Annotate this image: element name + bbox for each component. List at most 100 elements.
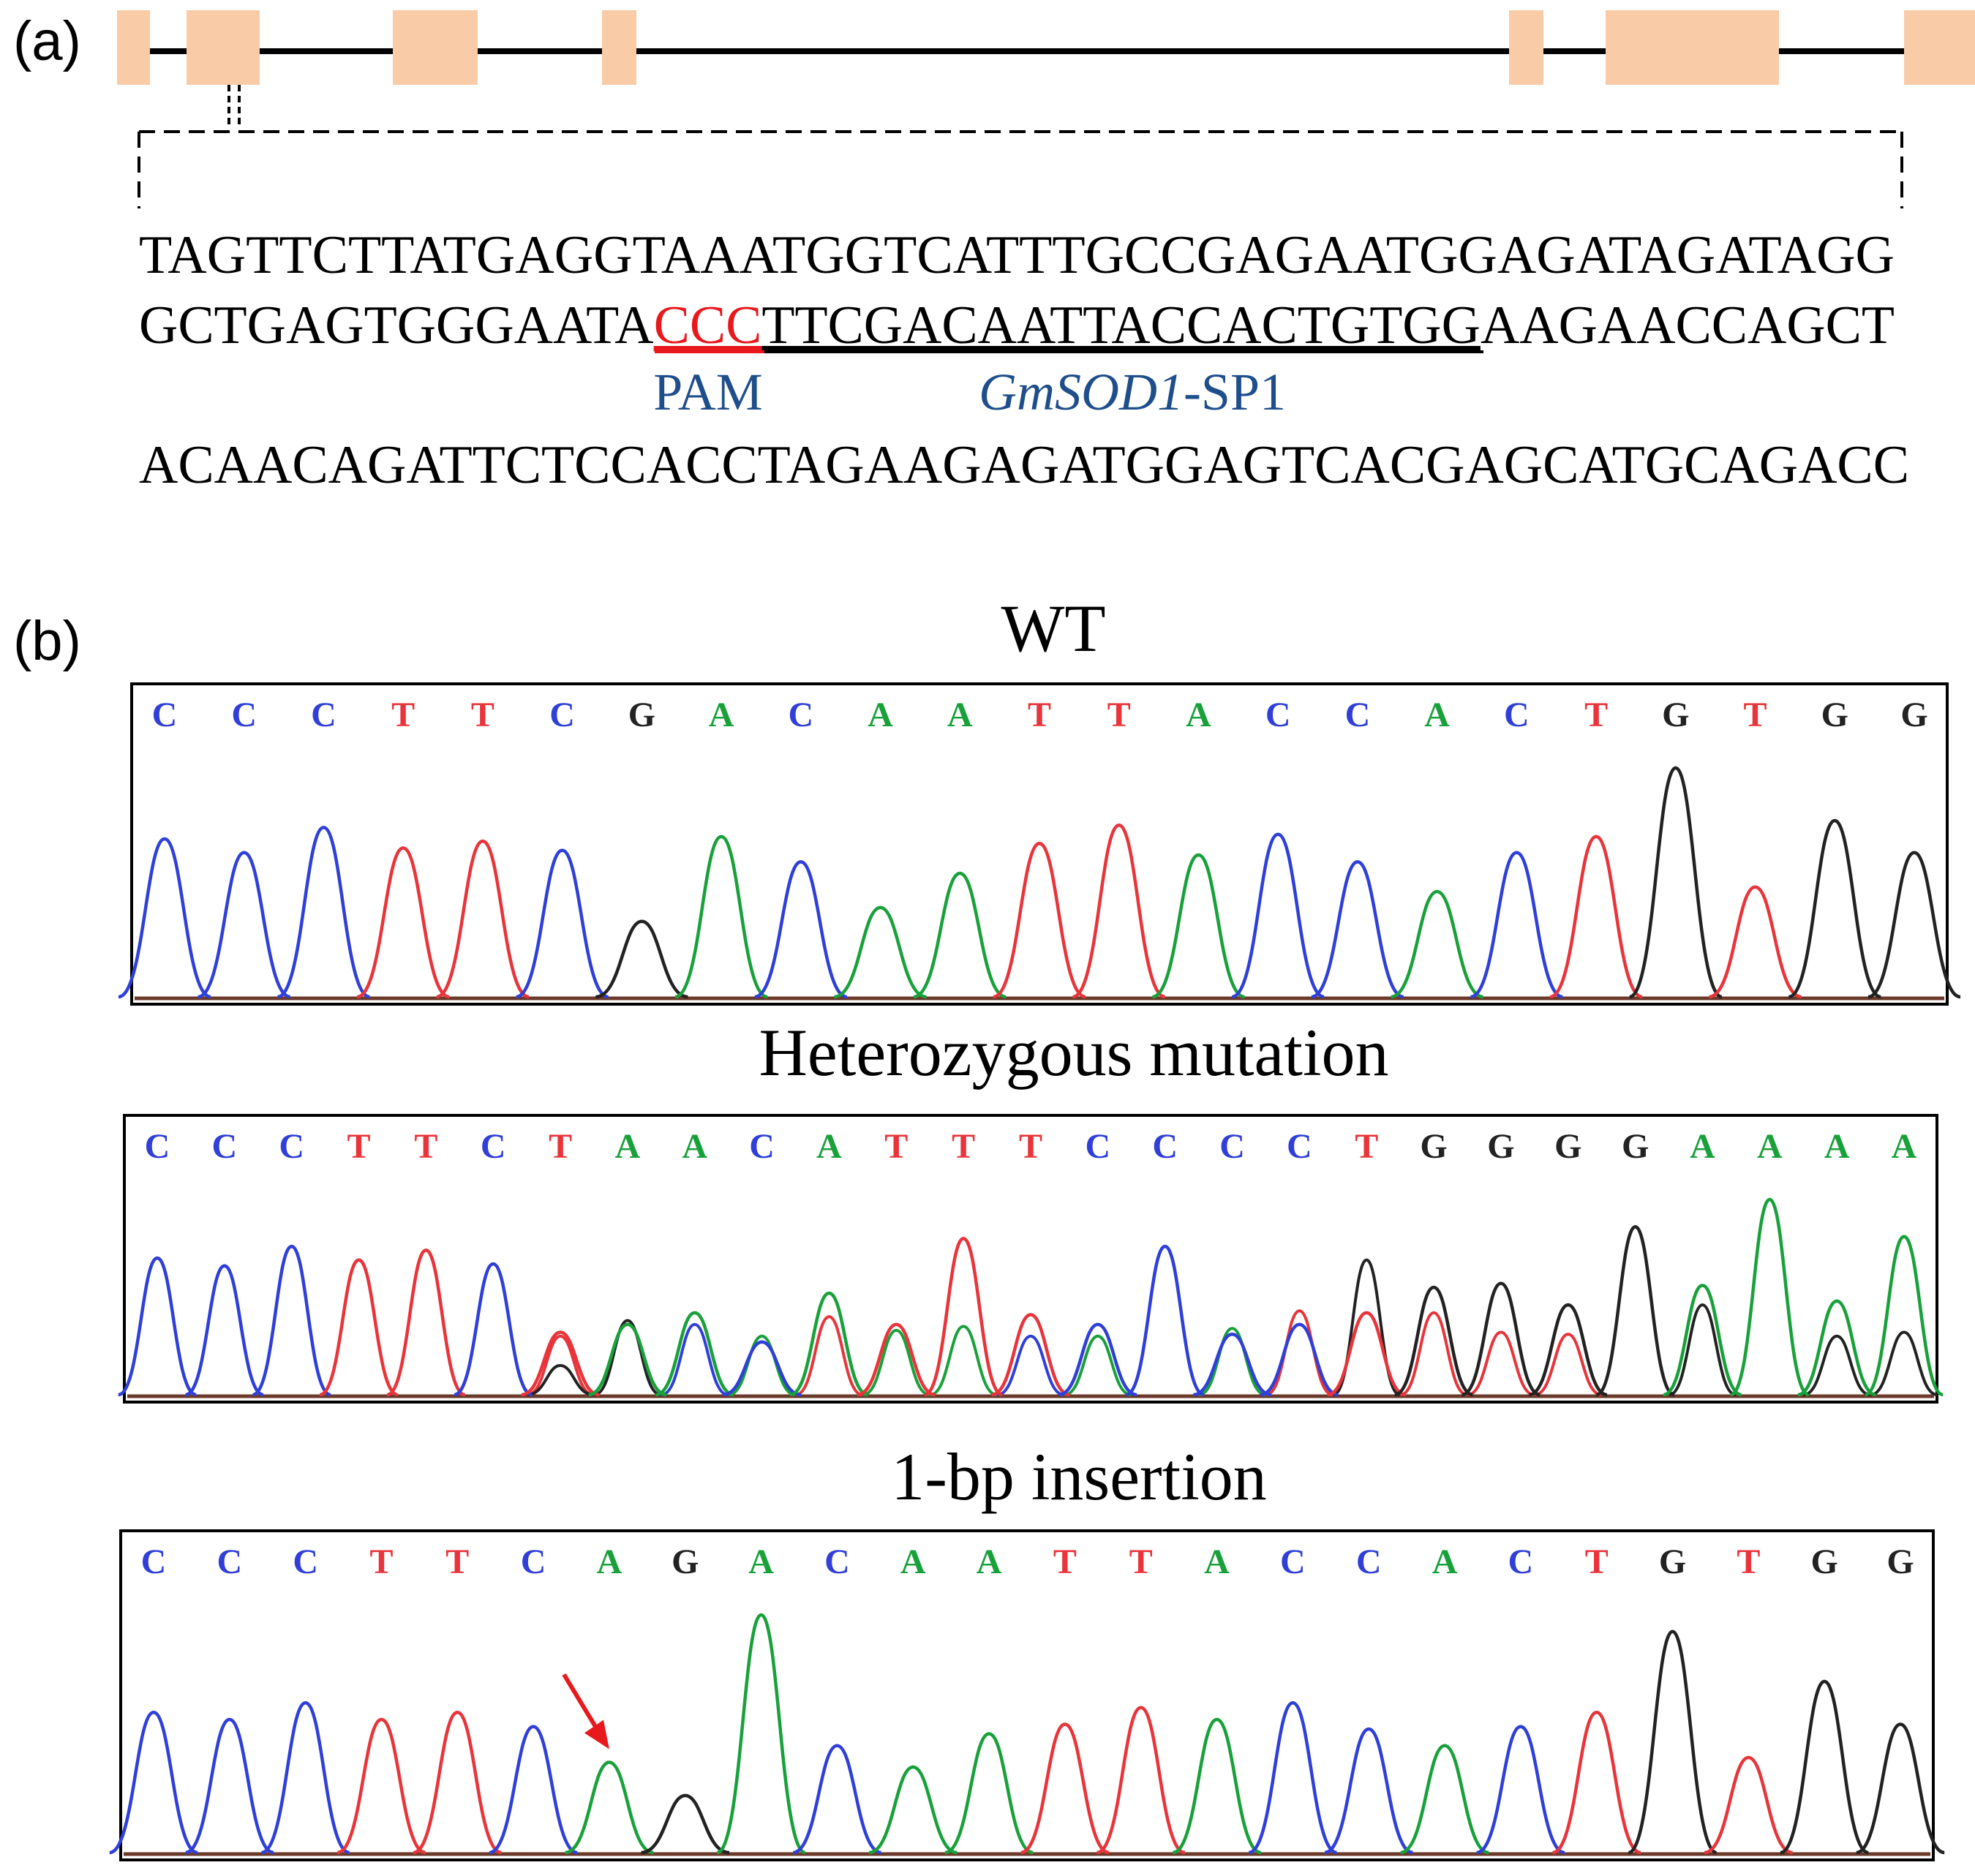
- secondary-peak: [1669, 1303, 1737, 1396]
- trace-peak: [117, 1256, 198, 1397]
- sequence-upstream: GCTGAGTGGGAATA: [139, 295, 654, 355]
- trace-peak: [674, 835, 768, 999]
- sequence-line-3: ACAACAGATTCTCCACCTAGAAGAGATGGAGTCACGAGCA…: [139, 435, 1909, 495]
- base-call: G: [1886, 1542, 1914, 1581]
- base-call: T: [1584, 696, 1608, 734]
- base-call: C: [311, 696, 336, 734]
- base-call: A: [1424, 696, 1450, 734]
- secondary-peak: [1870, 1330, 1938, 1396]
- secondary-peak: [795, 1315, 863, 1396]
- trace-peak: [386, 1248, 466, 1397]
- target-label-suffix: -SP1: [1184, 363, 1286, 421]
- base-call: T: [391, 696, 415, 734]
- target-label-gene: GmSOD1: [979, 363, 1184, 421]
- base-call: C: [1345, 696, 1371, 734]
- base-call: T: [414, 1127, 437, 1166]
- pam-sequence: CCC: [654, 295, 762, 355]
- base-call: G: [1420, 1127, 1447, 1166]
- trace-peak: [565, 1760, 654, 1855]
- base-call: A: [1892, 1127, 1917, 1166]
- base-call: G: [1487, 1127, 1514, 1166]
- exon-3: [393, 10, 478, 85]
- exon-2: [187, 10, 260, 85]
- panel-b-label: (b): [13, 610, 81, 672]
- trace-peak: [1151, 853, 1246, 999]
- base-call: G: [1811, 1542, 1838, 1581]
- trace-peak: [109, 1710, 198, 1855]
- trace-peak: [716, 1613, 806, 1855]
- panel-a: (a) TAGTTCTTATGAGGTAAATGGTCATTTGCCGAGAAT…: [13, 10, 1975, 495]
- base-call: G: [1622, 1127, 1649, 1166]
- trace-peak: [993, 842, 1086, 999]
- base-call: C: [1280, 1542, 1306, 1581]
- base-call: C: [824, 1542, 850, 1581]
- trace-peak: [1470, 851, 1564, 999]
- trace-title: 1-bp insertion: [891, 1439, 1267, 1514]
- trace-peak: [944, 1732, 1034, 1855]
- exon-1: [117, 10, 150, 85]
- base-call: C: [521, 1542, 546, 1581]
- trace-peak: [1476, 1725, 1565, 1855]
- trace-title: Heterozygous mutation: [759, 1015, 1388, 1090]
- base-call: A: [682, 1127, 707, 1166]
- base-call: G: [1554, 1127, 1581, 1166]
- trace-peak: [1394, 1285, 1473, 1397]
- base-call: C: [141, 1542, 167, 1581]
- trace-peak: [1461, 1281, 1540, 1397]
- base-call: A: [977, 1542, 1002, 1581]
- trace-peak: [1260, 1322, 1339, 1397]
- gene-model: [117, 10, 1975, 85]
- base-call: A: [816, 1127, 842, 1166]
- base-call: T: [1129, 1542, 1153, 1581]
- sequence-line-2: GCTGAGTGGGAATACCCTTCGACAATTACCACTGTGGAAG…: [139, 295, 1895, 355]
- base-call: C: [212, 1127, 238, 1166]
- zoom-connector: [138, 85, 1903, 208]
- trace-peak: [515, 848, 609, 999]
- trace-peak: [857, 1322, 936, 1397]
- base-call: C: [231, 696, 257, 734]
- trace-peak: [792, 1744, 882, 1855]
- base-call: T: [952, 1127, 975, 1166]
- base-call: A: [1757, 1127, 1783, 1166]
- trace-peak: [1856, 1722, 1945, 1855]
- trace-peak: [1248, 1700, 1338, 1855]
- trace-peak: [1704, 1755, 1794, 1855]
- base-call: C: [549, 696, 575, 734]
- trace-1: WT C C C T T C G A C A A T T A C C A C T G T G G: [118, 591, 1961, 1006]
- base-call: A: [597, 1542, 622, 1581]
- secondary-peak: [661, 1322, 729, 1396]
- trace-peak: [336, 1717, 426, 1855]
- trace-peak: [1327, 1311, 1407, 1397]
- base-call: T: [445, 1542, 469, 1581]
- trace-peak: [260, 1700, 350, 1855]
- trace-peak: [436, 839, 530, 999]
- trace-peak: [595, 919, 688, 999]
- trace-peak: [1020, 1722, 1110, 1855]
- trace-peak: [276, 826, 371, 999]
- exon-5: [1509, 10, 1543, 85]
- base-call: T: [549, 1127, 572, 1166]
- secondary-peak: [527, 1363, 594, 1396]
- base-call: C: [749, 1127, 775, 1166]
- trace-frame: [119, 1529, 1935, 1861]
- trace-peak: [454, 1262, 533, 1397]
- secondary-peak: [997, 1334, 1064, 1396]
- trace-peak: [1400, 1744, 1489, 1855]
- secondary-peak: [862, 1328, 930, 1396]
- base-call: A: [947, 696, 973, 734]
- trace-peak: [1231, 832, 1325, 999]
- base-call: T: [1737, 1542, 1760, 1581]
- trace-title: WT: [1001, 591, 1105, 666]
- base-call: C: [1086, 1127, 1111, 1166]
- base-call: C: [788, 696, 813, 734]
- base-call: T: [1107, 696, 1131, 734]
- base-call: T: [471, 696, 494, 734]
- base-call: G: [628, 696, 655, 734]
- trace-peak: [1096, 1706, 1186, 1855]
- secondary-peak: [1265, 1309, 1333, 1396]
- trace-peak: [413, 1710, 503, 1855]
- base-call: A: [1432, 1542, 1458, 1581]
- base-call: C: [152, 696, 178, 734]
- secondary-peak: [1064, 1334, 1132, 1396]
- base-call: C: [481, 1127, 506, 1166]
